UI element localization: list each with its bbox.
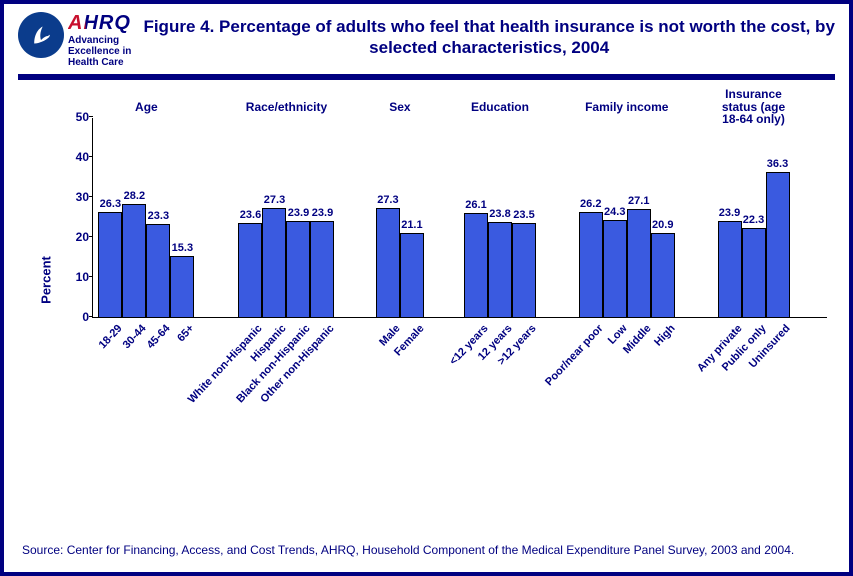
bar-value-label: 23.9 bbox=[719, 207, 740, 219]
bar-value-label: 20.9 bbox=[652, 219, 673, 231]
ahrq-wordmark: AHRQ bbox=[68, 12, 131, 35]
bar: 36.3Uninsured bbox=[766, 172, 790, 317]
y-tick-mark bbox=[89, 316, 93, 317]
bar-value-label: 21.1 bbox=[401, 219, 422, 231]
header-rule bbox=[18, 74, 835, 80]
y-tick-mark bbox=[89, 156, 93, 157]
bar: 20.9High bbox=[651, 233, 675, 317]
ahrq-logo: AHRQ Advancing Excellence in Health Care bbox=[68, 12, 131, 68]
group-title: Education bbox=[460, 100, 540, 114]
bar: 28.230-44 bbox=[122, 204, 146, 317]
bar-groups: Age26.318-2928.230-4423.345-6415.365+Rac… bbox=[93, 118, 827, 317]
ahrq-tagline-3: Health Care bbox=[68, 57, 131, 68]
bar-value-label: 27.3 bbox=[264, 194, 285, 206]
bar-value-label: 26.1 bbox=[465, 199, 486, 211]
bar-group: Race/ethnicity23.6White non-Hispanic27.3… bbox=[233, 118, 340, 317]
bar-value-label: 27.1 bbox=[628, 195, 649, 207]
bar-value-label: 22.3 bbox=[743, 214, 764, 226]
bar-value-label: 23.5 bbox=[513, 209, 534, 221]
bar: 23.345-64 bbox=[146, 224, 170, 317]
bar: 21.1Female bbox=[400, 233, 424, 317]
bar: 27.3Male bbox=[376, 208, 400, 317]
group-title: Sex bbox=[373, 100, 426, 114]
y-tick-mark bbox=[89, 236, 93, 237]
bar-value-label: 26.2 bbox=[580, 198, 601, 210]
bar-value-label: 23.9 bbox=[312, 207, 333, 219]
bar: 23.9Any private bbox=[718, 221, 742, 317]
bar: 22.3Public only bbox=[742, 228, 766, 317]
bar-value-label: 23.3 bbox=[148, 210, 169, 222]
bar: 26.318-29 bbox=[98, 212, 122, 317]
figure-frame: AHRQ Advancing Excellence in Health Care… bbox=[0, 0, 853, 576]
bar-group: Age26.318-2928.230-4423.345-6415.365+ bbox=[93, 118, 200, 317]
bar-value-label: 27.3 bbox=[377, 194, 398, 206]
bar: 23.5>12 years bbox=[512, 223, 536, 317]
bar: 24.3Low bbox=[603, 220, 627, 317]
bar-category-label: 45-64 bbox=[141, 318, 173, 351]
bar-value-label: 15.3 bbox=[172, 242, 193, 254]
ahrq-tagline-1: Advancing bbox=[68, 35, 131, 46]
y-tick-label: 50 bbox=[63, 110, 89, 124]
bar-category-label: High bbox=[648, 318, 678, 348]
source-note: Source: Center for Financing, Access, an… bbox=[22, 543, 831, 558]
bar-value-label: 23.8 bbox=[489, 208, 510, 220]
group-title: Age bbox=[93, 100, 200, 114]
bar: 23.9Black non-Hispanic bbox=[286, 221, 310, 317]
y-tick-label: 20 bbox=[63, 230, 89, 244]
y-tick-mark bbox=[89, 196, 93, 197]
hhs-seal-icon bbox=[18, 12, 64, 58]
bar: 15.365+ bbox=[170, 256, 194, 317]
group-title: Insurance status (age 18-64 only) bbox=[713, 88, 793, 126]
figure-title: Figure 4. Percentage of adults who feel … bbox=[143, 12, 835, 59]
bar: 26.1<12 years bbox=[464, 213, 488, 317]
bar: 27.1Middle bbox=[627, 209, 651, 317]
bar-value-label: 28.2 bbox=[124, 190, 145, 202]
y-tick-mark bbox=[89, 116, 93, 117]
bar: 27.3Hispanic bbox=[262, 208, 286, 317]
bar: 26.2Poor/near poor bbox=[579, 212, 603, 317]
bar: 23.9Other non-Hispanic bbox=[310, 221, 334, 317]
y-tick-label: 30 bbox=[63, 190, 89, 204]
y-axis-label: Percent bbox=[38, 256, 53, 304]
y-tick-label: 10 bbox=[63, 270, 89, 284]
y-tick-mark bbox=[89, 276, 93, 277]
bar: 23.6White non-Hispanic bbox=[238, 223, 262, 317]
bar-value-label: 26.3 bbox=[100, 198, 121, 210]
bar-value-label: 24.3 bbox=[604, 206, 625, 218]
bar-category-label: 65+ bbox=[171, 318, 197, 344]
ahrq-tagline-2: Excellence in bbox=[68, 46, 131, 57]
group-title: Family income bbox=[573, 100, 680, 114]
header: AHRQ Advancing Excellence in Health Care… bbox=[18, 12, 835, 68]
bar-group: Sex27.3Male21.1Female bbox=[373, 118, 426, 317]
logo-block: AHRQ Advancing Excellence in Health Care bbox=[18, 12, 131, 68]
group-title: Race/ethnicity bbox=[233, 100, 340, 114]
bar-value-label: 36.3 bbox=[767, 158, 788, 170]
bar-group: Education26.1<12 years23.812 years23.5>1… bbox=[460, 118, 540, 317]
y-tick-label: 40 bbox=[63, 150, 89, 164]
bar: 23.812 years bbox=[488, 222, 512, 317]
bar-category-label: Poor/near poor bbox=[538, 318, 605, 388]
chart: Percent Age26.318-2928.230-4423.345-6415… bbox=[62, 100, 827, 460]
y-tick-label: 0 bbox=[63, 310, 89, 324]
plot-area: Age26.318-2928.230-4423.345-6415.365+Rac… bbox=[92, 118, 827, 318]
bar-group: Family income26.2Poor/near poor24.3Low27… bbox=[573, 118, 680, 317]
bar-group: Insurance status (age 18-64 only)23.9Any… bbox=[713, 118, 793, 317]
bar-value-label: 23.9 bbox=[288, 207, 309, 219]
bar-value-label: 23.6 bbox=[240, 209, 261, 221]
